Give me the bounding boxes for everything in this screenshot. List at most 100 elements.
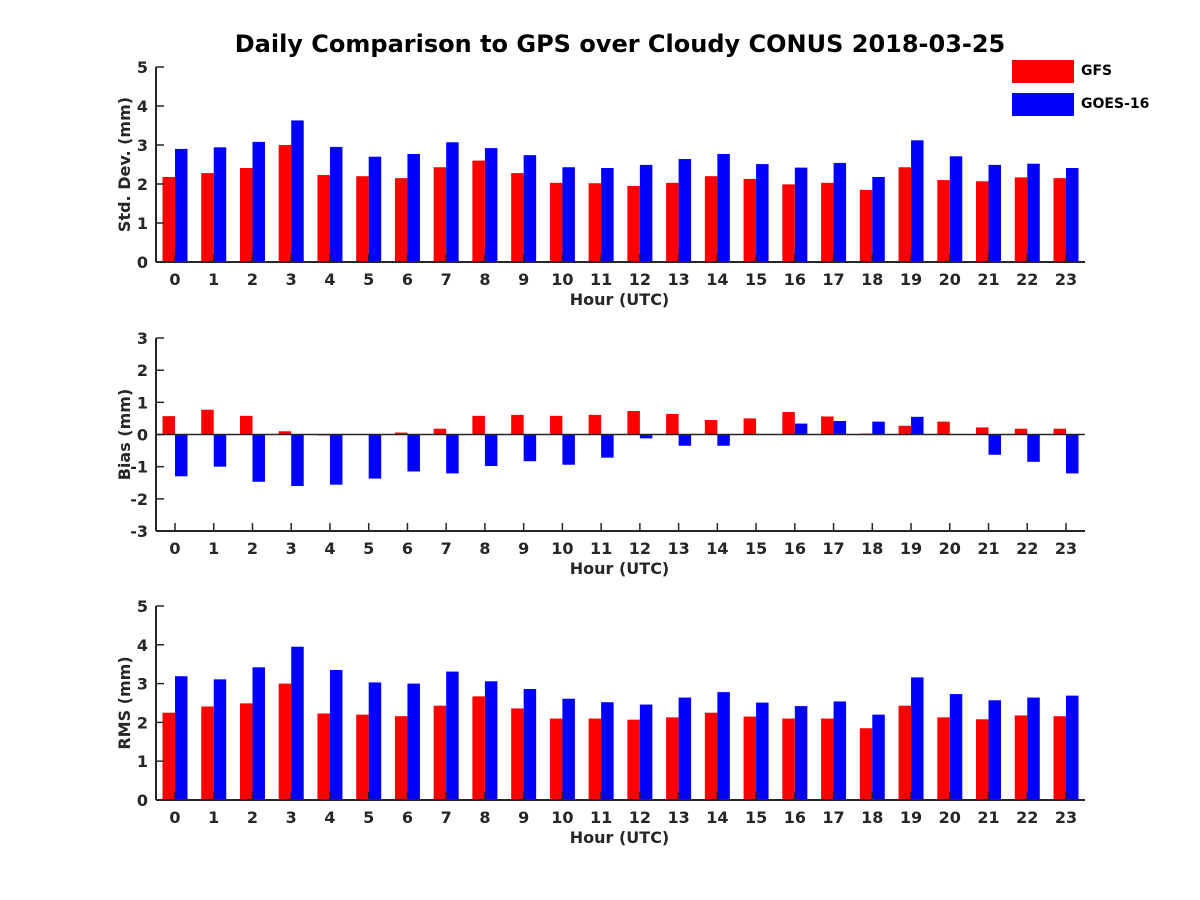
x-tick-label: 16 bbox=[784, 270, 806, 289]
bar-bias-goes16-hour-12 bbox=[639, 434, 653, 439]
y-tick-label: 5 bbox=[137, 58, 148, 77]
x-tick-label: 22 bbox=[1016, 539, 1038, 558]
x-axis-label: Hour (UTC) bbox=[570, 828, 670, 847]
bar-rms-gfs-hour-1 bbox=[201, 706, 214, 800]
bar-std-dev-gfs-hour-11 bbox=[588, 183, 602, 262]
bar-bias-goes16-hour-22 bbox=[1027, 434, 1040, 462]
bar-rms-gfs-hour-4 bbox=[317, 713, 330, 800]
bar-bias-gfs-hour-1 bbox=[201, 409, 214, 435]
x-tick-label: 18 bbox=[861, 270, 883, 289]
bar-std-dev-gfs-hour-21 bbox=[976, 181, 989, 262]
bar-std-dev-gfs-hour-7 bbox=[433, 167, 447, 262]
x-tick-label: 5 bbox=[363, 270, 374, 289]
bar-bias-gfs-hour-20 bbox=[937, 421, 950, 435]
x-tick-label: 20 bbox=[939, 270, 961, 289]
x-tick-label: 13 bbox=[667, 808, 689, 827]
bar-rms-gfs-hour-11 bbox=[588, 718, 602, 800]
y-axis-label: Std. Dev. (mm) bbox=[115, 97, 134, 232]
bar-bias-goes16-hour-10 bbox=[562, 434, 575, 465]
bar-bias-goes16-hour-11 bbox=[601, 434, 614, 458]
x-tick-label: 1 bbox=[208, 808, 219, 827]
bar-bias-gfs-hour-21 bbox=[976, 427, 989, 435]
bar-bias-goes16-hour-16 bbox=[794, 423, 808, 435]
bar-rms-goes16-hour-12 bbox=[639, 704, 653, 800]
x-tick-label: 4 bbox=[324, 539, 335, 558]
bar-rms-goes16-hour-21 bbox=[988, 700, 1002, 800]
bar-rms-goes16-hour-13 bbox=[678, 697, 692, 800]
x-tick-label: 18 bbox=[861, 808, 883, 827]
bar-rms-gfs-hour-22 bbox=[1014, 715, 1028, 800]
x-tick-label: 1 bbox=[208, 539, 219, 558]
legend-swatch-goes16 bbox=[1012, 93, 1074, 116]
x-tick-label: 5 bbox=[363, 539, 374, 558]
bar-rms-goes16-hour-7 bbox=[446, 671, 459, 800]
bar-rms-goes16-hour-3 bbox=[291, 646, 304, 800]
x-tick-label: 1 bbox=[208, 270, 219, 289]
x-tick-label: 21 bbox=[977, 270, 999, 289]
x-tick-label: 20 bbox=[939, 539, 961, 558]
bar-bias-goes16-hour-9 bbox=[523, 434, 537, 462]
bar-rms-gfs-hour-16 bbox=[782, 718, 795, 800]
bar-rms-goes16-hour-9 bbox=[523, 689, 537, 800]
x-tick-label: 15 bbox=[745, 539, 767, 558]
x-axis-label: Hour (UTC) bbox=[570, 290, 670, 309]
x-tick-label: 9 bbox=[518, 539, 529, 558]
x-tick-label: 23 bbox=[1055, 808, 1077, 827]
bar-bias-goes16-hour-21 bbox=[988, 434, 1002, 455]
bar-std-dev-goes16-hour-10 bbox=[562, 167, 575, 262]
bar-std-dev-goes16-hour-8 bbox=[484, 148, 498, 262]
x-tick-label: 6 bbox=[402, 270, 413, 289]
y-tick-label: 3 bbox=[137, 136, 148, 155]
bar-std-dev-gfs-hour-13 bbox=[666, 182, 679, 262]
bar-std-dev-goes16-hour-2 bbox=[252, 141, 265, 262]
y-tick-label: 1 bbox=[137, 752, 148, 771]
x-tick-label: 2 bbox=[247, 539, 258, 558]
bar-std-dev-goes16-hour-19 bbox=[911, 140, 924, 262]
bar-std-dev-goes16-hour-4 bbox=[329, 146, 343, 262]
bar-rms-gfs-hour-14 bbox=[704, 712, 718, 800]
x-tick-label: 21 bbox=[977, 539, 999, 558]
y-axis-label: Bias (mm) bbox=[115, 389, 134, 481]
bar-rms-gfs-hour-13 bbox=[666, 717, 679, 800]
x-tick-label: 11 bbox=[590, 270, 612, 289]
bar-rms-gfs-hour-3 bbox=[278, 683, 292, 800]
bar-bias-gfs-hour-11 bbox=[588, 414, 602, 435]
bar-std-dev-goes16-hour-21 bbox=[988, 164, 1002, 262]
bar-bias-goes16-hour-2 bbox=[252, 434, 265, 482]
bar-std-dev-gfs-hour-8 bbox=[472, 160, 485, 262]
bar-std-dev-gfs-hour-23 bbox=[1053, 178, 1066, 262]
y-tick-label: 2 bbox=[137, 175, 148, 194]
bar-std-dev-goes16-hour-5 bbox=[368, 156, 382, 262]
x-tick-label: 14 bbox=[706, 270, 728, 289]
x-tick-label: 15 bbox=[745, 270, 767, 289]
y-axis-label: RMS (mm) bbox=[115, 656, 134, 749]
bar-bias-gfs-hour-3 bbox=[278, 431, 292, 435]
x-tick-label: 10 bbox=[551, 808, 573, 827]
bar-std-dev-goes16-hour-16 bbox=[794, 167, 808, 262]
bar-bias-gfs-hour-9 bbox=[511, 414, 524, 435]
x-tick-label: 22 bbox=[1016, 808, 1038, 827]
bar-bias-goes16-hour-18 bbox=[872, 421, 885, 435]
bar-bias-gfs-hour-8 bbox=[472, 415, 485, 435]
bar-std-dev-goes16-hour-23 bbox=[1066, 168, 1079, 262]
bar-rms-gfs-hour-12 bbox=[627, 719, 640, 800]
y-tick-label: 0 bbox=[137, 253, 148, 272]
x-tick-label: 19 bbox=[900, 539, 922, 558]
bar-std-dev-goes16-hour-18 bbox=[872, 176, 885, 262]
x-tick-label: 4 bbox=[324, 808, 335, 827]
x-tick-label: 5 bbox=[363, 808, 374, 827]
bar-bias-gfs-hour-13 bbox=[666, 413, 679, 435]
bar-rms-goes16-hour-17 bbox=[833, 701, 847, 800]
x-tick-label: 19 bbox=[900, 808, 922, 827]
bar-bias-goes16-hour-23 bbox=[1066, 434, 1079, 474]
bar-bias-gfs-hour-12 bbox=[627, 411, 640, 435]
bar-std-dev-gfs-hour-18 bbox=[859, 189, 873, 262]
bar-rms-gfs-hour-10 bbox=[549, 718, 563, 800]
bar-rms-goes16-hour-20 bbox=[949, 694, 963, 800]
x-tick-label: 16 bbox=[784, 539, 806, 558]
bar-bias-gfs-hour-19 bbox=[898, 425, 912, 435]
bar-rms-gfs-hour-6 bbox=[394, 716, 408, 800]
